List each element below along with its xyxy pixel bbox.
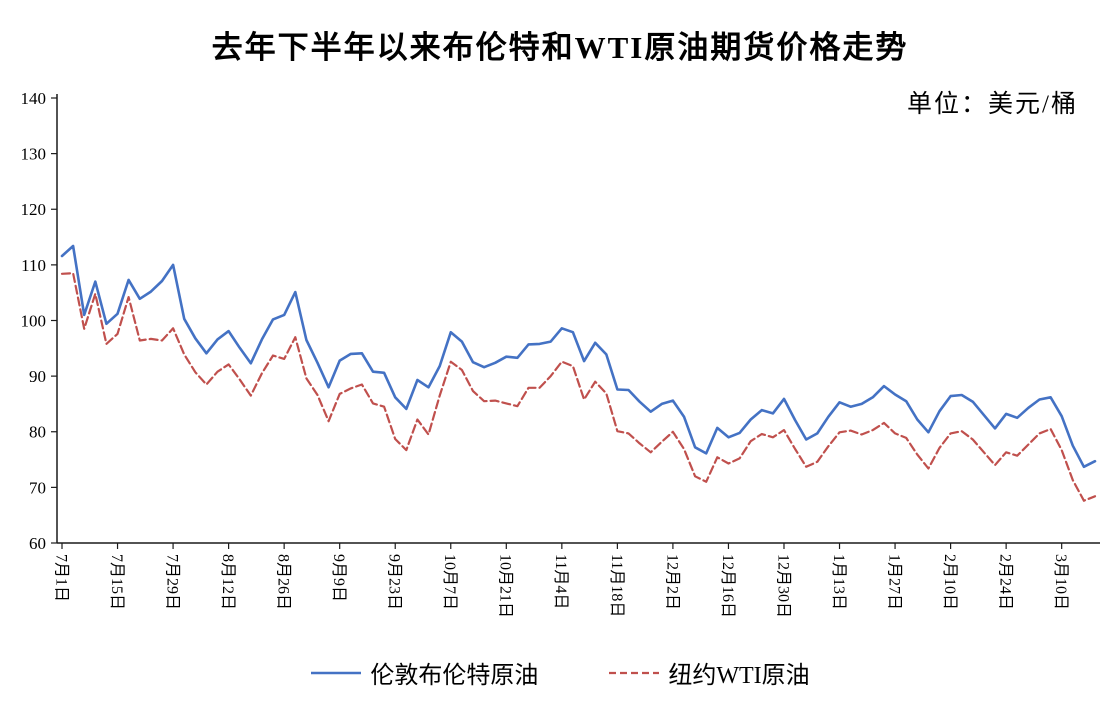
y-tick-label: 140	[21, 89, 47, 108]
wti-series-line	[60, 272, 1097, 502]
y-tick-label: 70	[29, 478, 46, 497]
x-tick-label: 1月13日	[830, 554, 847, 610]
legend-item: 纽约WTI原油	[608, 655, 810, 690]
x-tick-label: 10月7日	[441, 554, 458, 610]
x-tick-label: 12月2日	[663, 554, 680, 610]
y-tick-label: 120	[21, 200, 47, 219]
legend-item: 伦敦布伦特原油	[310, 655, 538, 690]
chart-legend: 伦敦布伦特原油 纽约WTI原油	[0, 655, 1120, 690]
legend-label: 伦敦布伦特原油	[370, 663, 539, 689]
x-tick-label: 2月24日	[997, 554, 1014, 610]
x-tick-label: 7月1日	[52, 554, 69, 602]
y-tick-label: 60	[29, 534, 46, 553]
wti-legend-line-icon	[609, 671, 660, 674]
brent-legend-line-icon	[311, 671, 362, 674]
y-tick-label: 130	[21, 145, 47, 164]
x-tick-label: 9月9日	[330, 554, 347, 602]
x-tick-label: 8月12日	[219, 554, 236, 610]
x-tick-label: 12月30日	[774, 554, 791, 618]
x-tick-label: 7月29日	[163, 554, 180, 610]
x-tick-label: 2月10日	[941, 554, 958, 610]
x-tick-label: 11月4日	[552, 554, 569, 609]
x-tick-label: 11月18日	[608, 554, 625, 617]
x-tick-label: 10月21日	[497, 554, 514, 618]
x-tick-label: 3月10日	[1052, 554, 1069, 610]
x-tick-label: 9月23日	[386, 554, 403, 610]
y-tick-label: 100	[21, 311, 47, 330]
x-tick-label: 12月16日	[719, 554, 736, 618]
y-tick-label: 90	[29, 367, 46, 386]
x-tick-label: 7月15日	[108, 554, 125, 610]
unit-label: 单位：美元/桶	[907, 91, 1078, 118]
brent-series-line	[60, 244, 1097, 469]
chart-title: 去年下半年以来布伦特和WTI原油期货价格走势	[211, 30, 909, 65]
legend-label: 纽约WTI原油	[668, 663, 810, 689]
y-tick-label: 110	[21, 256, 46, 275]
y-tick-label: 80	[29, 423, 46, 442]
x-tick-label: 1月27日	[885, 554, 902, 610]
x-tick-label: 8月26日	[275, 554, 292, 610]
